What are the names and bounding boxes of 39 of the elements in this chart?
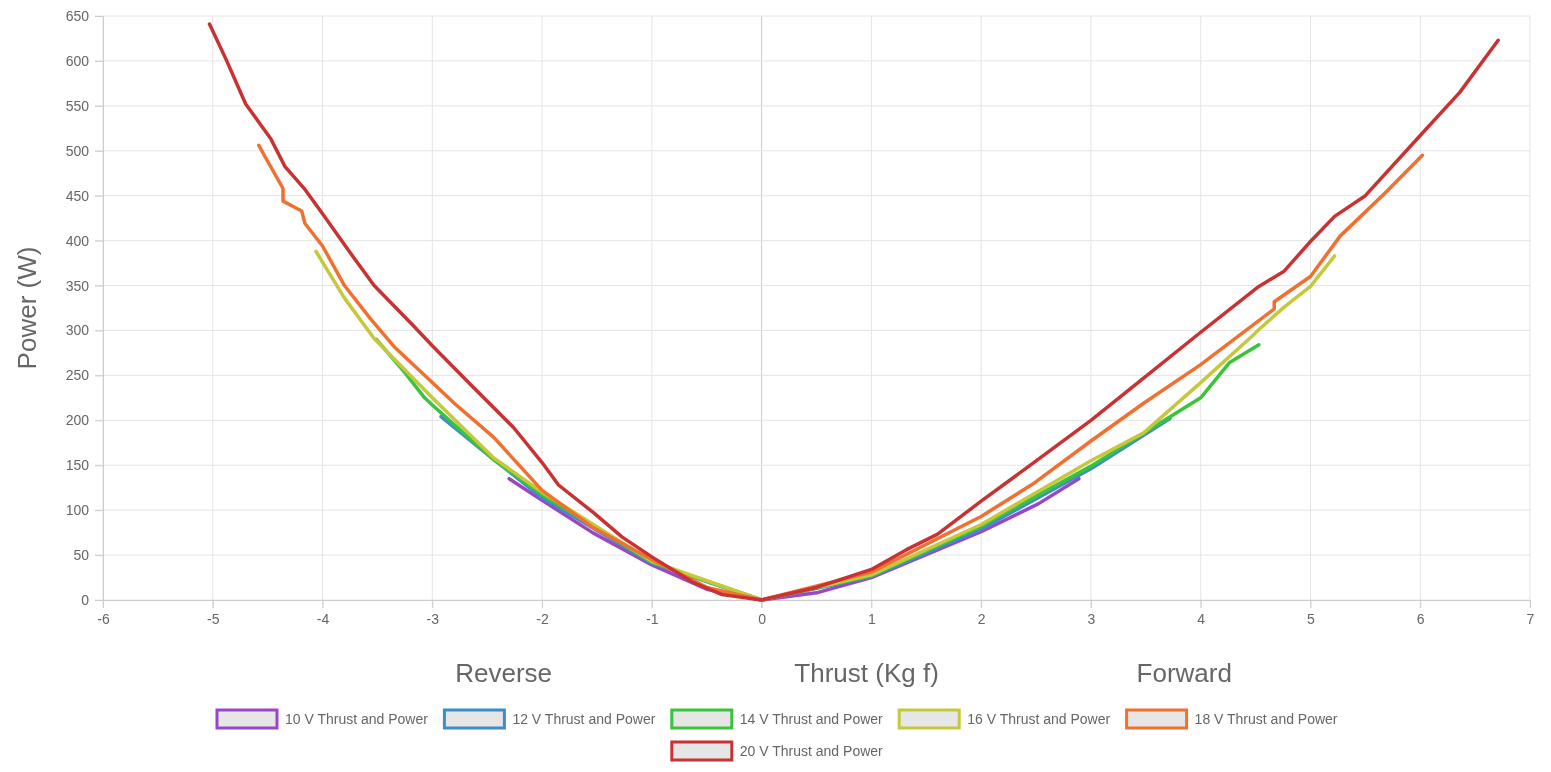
x-tick-label: 1 [867, 610, 876, 627]
x-tick-label: -1 [646, 610, 659, 627]
y-tick-label: 600 [65, 52, 90, 69]
y-tick-label: 550 [65, 97, 90, 114]
y-tick-label: 400 [65, 232, 90, 249]
y-tick-label: 300 [65, 322, 90, 339]
x-tick-label: -2 [536, 610, 550, 627]
legend-label: 14 V Thrust and Power [739, 711, 884, 727]
x-tick-label: -6 [97, 610, 110, 627]
x-tick-label: -4 [316, 610, 330, 627]
x-tick-label: 6 [1416, 610, 1425, 627]
legend-label: 20 V Thrust and Power [739, 743, 884, 759]
legend-label: 18 V Thrust and Power [1194, 711, 1338, 727]
y-tick-label: 50 [73, 547, 90, 564]
y-tick-label: 100 [65, 502, 90, 519]
y-tick-label: 200 [65, 412, 90, 429]
x-tick-label: -5 [207, 610, 220, 627]
text: Forward [1136, 658, 1232, 688]
x-tick-label: 7 [1526, 610, 1535, 627]
x-axis-title: Thrust (Kg f) [794, 658, 939, 688]
text: Reverse [455, 658, 553, 688]
y-tick-label: 450 [65, 187, 90, 204]
legend-label: 12 V Thrust and Power [512, 711, 656, 727]
legend-label: 16 V Thrust and Power [967, 711, 1111, 727]
legend-label: 10 V Thrust and Power [285, 711, 429, 727]
y-axis-title: Power (W) [12, 246, 42, 370]
y-tick-label: 150 [65, 457, 90, 474]
x-tick-label: 3 [1087, 610, 1096, 627]
x-tick-label: 0 [758, 610, 767, 627]
line-series [207, 22, 1500, 602]
y-tick-label: 250 [65, 367, 90, 384]
x-tick-label: 4 [1197, 610, 1206, 627]
y-tick-label: 350 [65, 277, 90, 294]
x-tick-label: 5 [1307, 610, 1316, 627]
y-tick-label: 650 [65, 7, 90, 24]
y-tick-label: 500 [65, 142, 90, 159]
x-tick-label: -3 [426, 610, 440, 627]
y-tick-label: 0 [81, 591, 90, 608]
x-tick-label: 2 [977, 610, 986, 627]
